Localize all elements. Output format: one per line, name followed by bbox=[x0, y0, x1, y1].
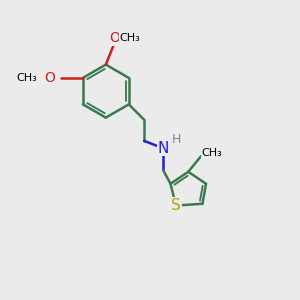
Text: S: S bbox=[171, 198, 181, 213]
Text: H: H bbox=[172, 133, 181, 146]
Text: N: N bbox=[158, 141, 169, 156]
Text: CH₃: CH₃ bbox=[120, 33, 140, 43]
Text: O: O bbox=[109, 31, 120, 45]
Text: CH₃: CH₃ bbox=[16, 73, 37, 83]
Text: CH₃: CH₃ bbox=[201, 148, 222, 158]
Text: O: O bbox=[45, 71, 56, 85]
